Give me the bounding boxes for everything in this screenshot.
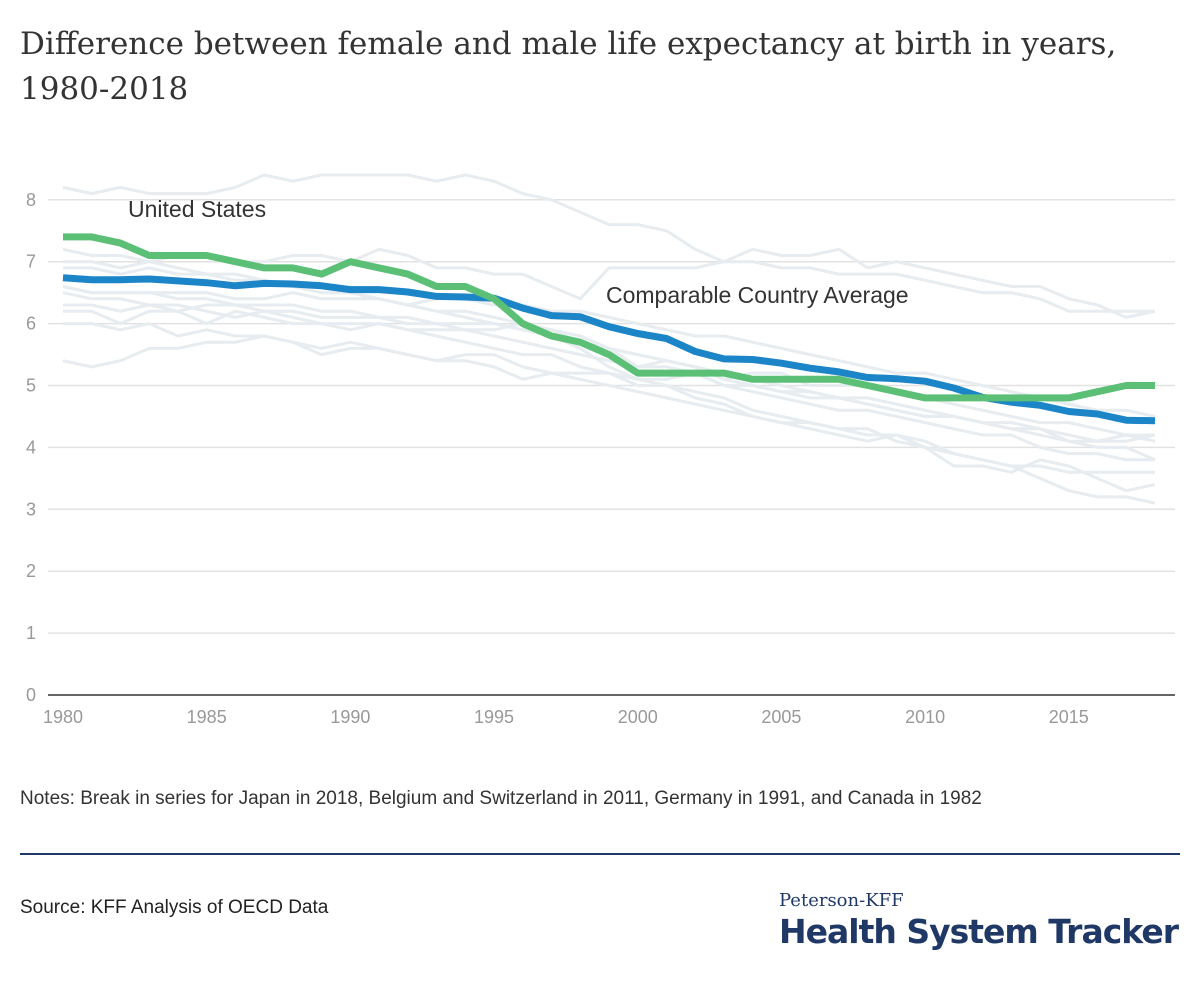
x-tick-label-1980: 1980: [43, 707, 83, 727]
series-labels: United States Comparable Country Average: [128, 196, 909, 308]
x-tick-label-1985: 1985: [187, 707, 227, 727]
comparable-country-lines: [62, 173, 1156, 505]
series-line-united-states: [63, 233, 1155, 402]
x-tick-label-1995: 1995: [474, 707, 514, 727]
logo-subtitle: Peterson-KFF: [779, 890, 904, 911]
x-tick-label-2000: 2000: [618, 707, 658, 727]
series-line-comparable-country-average: [62, 274, 1156, 425]
chart-notes: Notes: Break in series for Japan in 2018…: [20, 788, 982, 809]
x-tick-label-2010: 2010: [905, 707, 945, 727]
axes: 0 1 2 3 4 5 6 7 8 1980 1985 1990 1995 2000 2005 2010 201…: [26, 190, 1175, 727]
country-line-5: [63, 309, 1155, 443]
y-tick-label-5: 5: [26, 376, 36, 396]
label-comparable-country-average: Comparable Country Average: [606, 282, 909, 308]
y-tick-label-4: 4: [26, 437, 36, 457]
y-tick-label-3: 3: [26, 499, 36, 519]
chart-source: Source: KFF Analysis of OECD Data: [20, 897, 329, 918]
logo-title: Health System Tracker: [779, 912, 1179, 951]
country-line-8: [62, 291, 1155, 462]
country-line-3: [62, 285, 1156, 418]
country-line-11: [63, 303, 1156, 505]
country-line-1: [62, 173, 1155, 313]
y-tick-label-6: 6: [26, 314, 36, 334]
footer-divider: [20, 853, 1180, 855]
chart-title: Difference between female and male life …: [20, 26, 1117, 107]
label-united-states: United States: [128, 196, 266, 222]
country-line-10: [62, 285, 1156, 443]
x-tick-label-2015: 2015: [1049, 707, 1089, 727]
line-chart: 0 1 2 3 4 5 6 7 8 1980 1985 1990 1995 2000 2005 2010 201…: [26, 173, 1175, 727]
y-tick-label-0: 0: [26, 685, 36, 705]
highlighted-series: [62, 233, 1156, 425]
y-tick-label-1: 1: [26, 623, 36, 643]
y-tick-label-2: 2: [26, 561, 36, 581]
x-tick-label-1990: 1990: [330, 707, 370, 727]
y-tick-label-8: 8: [26, 190, 36, 210]
tracker-logo: Peterson-KFF Health System Tracker: [779, 890, 1179, 952]
x-tick-label-2005: 2005: [761, 707, 801, 727]
y-tick-label-7: 7: [26, 252, 36, 272]
